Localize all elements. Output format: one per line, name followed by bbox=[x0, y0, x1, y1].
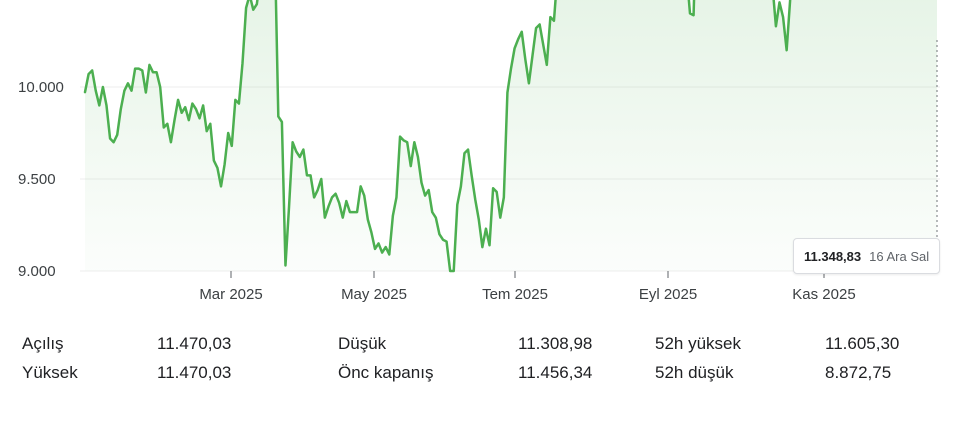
stat-value-low: 11.308,98 bbox=[518, 334, 593, 353]
stats-table: Açılış 11.470,03 Yüksek 11.470,03 Düşük … bbox=[0, 330, 960, 390]
stat-label-high: Yüksek bbox=[22, 363, 78, 382]
tooltip-date: 16 Ara Sal bbox=[869, 248, 930, 264]
price-tooltip: 11.348,83 16 Ara Sal bbox=[793, 238, 941, 274]
y-tick-label: 9.500 bbox=[18, 171, 56, 188]
x-tick-label: Kas 2025 bbox=[792, 286, 855, 303]
x-tick-label: May 2025 bbox=[341, 286, 407, 303]
chart-area bbox=[85, 0, 937, 271]
tooltip-price: 11.348,83 bbox=[804, 248, 862, 264]
y-tick-label: 9.000 bbox=[18, 263, 56, 280]
price-series-line bbox=[83, 0, 792, 273]
stat-label-prev-close: Önc kapanış bbox=[338, 363, 434, 382]
x-tick-label: Mar 2025 bbox=[199, 286, 262, 303]
stat-label-52w-low: 52h düşük bbox=[655, 363, 734, 382]
stat-value-52w-low: 8.872,75 bbox=[825, 363, 892, 382]
stat-label-open: Açılış bbox=[22, 334, 64, 353]
x-tick-label: Tem 2025 bbox=[482, 286, 548, 303]
y-tick-label: 10.500 bbox=[18, 0, 64, 4]
stat-label-low: Düşük bbox=[338, 334, 387, 353]
chart-line bbox=[83, 0, 792, 273]
y-tick-label: 10.000 bbox=[18, 79, 64, 96]
stat-value-prev-close: 11.456,34 bbox=[518, 363, 593, 382]
stat-value-open: 11.470,03 bbox=[157, 334, 232, 353]
x-tick-label: Eyl 2025 bbox=[639, 286, 697, 303]
stat-value-52w-high: 11.605,30 bbox=[825, 334, 900, 353]
chart-cursor bbox=[936, 40, 938, 271]
stat-label-52w-high: 52h yüksek bbox=[655, 334, 741, 353]
stat-value-high: 11.470,03 bbox=[157, 363, 232, 382]
price-area-fill bbox=[85, 0, 937, 271]
x-axis: Mar 2025 May 2025 Tem 2025 Eyl 2025 Kas 2025 bbox=[199, 271, 856, 303]
